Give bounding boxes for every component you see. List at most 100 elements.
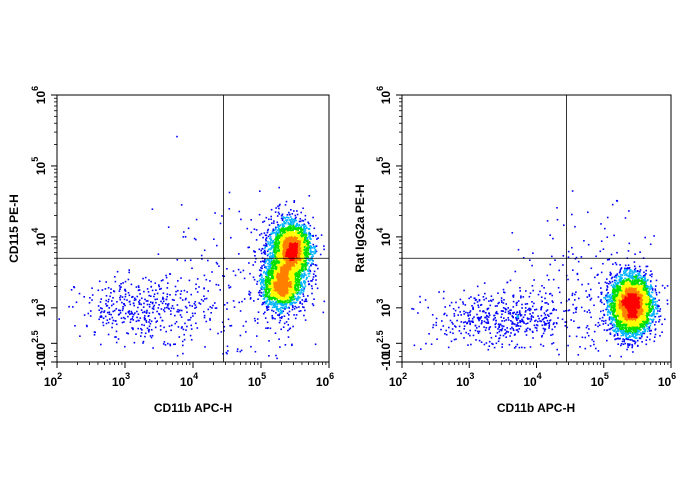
event-dot — [300, 268, 303, 270]
event-dot — [303, 227, 305, 229]
event-dot — [285, 303, 288, 305]
event-dot — [296, 275, 298, 277]
event-dot — [276, 303, 278, 305]
event-dot — [265, 327, 267, 329]
event-dot — [268, 267, 271, 270]
event-dot — [293, 201, 295, 203]
event-dot — [301, 263, 303, 266]
event-dot — [269, 273, 271, 275]
event-dot — [275, 271, 277, 273]
event-dot — [289, 296, 291, 298]
event-dot — [295, 228, 297, 230]
event-dot — [287, 264, 290, 267]
event-dot — [281, 236, 284, 238]
event-dot — [275, 269, 277, 271]
event-dot — [305, 255, 308, 258]
event-dot — [270, 208, 273, 211]
event-dot — [302, 228, 304, 230]
event-dot — [281, 232, 284, 235]
event-dot — [277, 310, 280, 312]
event-dot — [285, 279, 287, 282]
event-dot — [276, 294, 278, 297]
event-dot — [278, 204, 281, 207]
event-dot — [310, 234, 312, 237]
event-dot — [307, 253, 310, 256]
event-dot — [271, 281, 274, 283]
event-dot — [323, 248, 325, 251]
event-dot — [277, 205, 279, 208]
event-dot — [273, 281, 275, 284]
event-dot — [314, 283, 317, 285]
event-dot — [287, 239, 290, 241]
event-dot — [308, 231, 311, 234]
event-dot — [303, 270, 305, 272]
event-dot — [298, 278, 301, 281]
event-dot — [273, 262, 275, 264]
event-dot — [293, 260, 296, 263]
event-dot — [272, 293, 275, 295]
event-dot — [281, 241, 284, 243]
event-dot — [282, 292, 285, 295]
event-dot — [286, 232, 289, 235]
event-dot — [303, 314, 305, 317]
event-dot — [279, 273, 282, 275]
event-dot — [283, 294, 286, 296]
event-dot — [274, 271, 276, 273]
event-dot — [301, 232, 303, 235]
event-dot — [308, 222, 310, 225]
event-dot — [293, 241, 295, 243]
event-dot — [278, 261, 281, 264]
event-dot — [272, 246, 275, 248]
event-dot — [282, 263, 284, 265]
event-dot — [289, 246, 291, 248]
event-dot — [286, 258, 289, 261]
event-dot — [271, 255, 274, 257]
event-dot — [290, 245, 293, 248]
event-dot — [256, 283, 258, 285]
event-dot — [287, 293, 290, 296]
event-dot — [288, 252, 291, 254]
event-dot — [313, 270, 316, 273]
event-dots — [58, 135, 326, 360]
event-dot — [302, 276, 305, 279]
event-dot — [291, 227, 293, 230]
event-dot — [266, 287, 268, 289]
event-dot — [275, 288, 277, 291]
event-dot — [275, 236, 277, 238]
event-dot — [285, 273, 287, 275]
event-dot — [289, 220, 292, 223]
event-dot — [284, 266, 287, 268]
event-dot — [258, 291, 261, 294]
event-dot — [276, 297, 278, 300]
event-dot — [275, 312, 277, 314]
event-dot — [279, 281, 282, 283]
event-dot — [249, 272, 251, 275]
event-dot — [277, 274, 280, 276]
event-dot — [277, 288, 280, 290]
event-dot — [294, 225, 297, 228]
event-dot — [314, 343, 317, 346]
event-dot — [271, 290, 274, 293]
event-dot — [311, 260, 314, 262]
event-dot — [284, 246, 287, 249]
event-dot — [288, 301, 291, 303]
event-dot — [252, 276, 255, 279]
event-dot — [285, 241, 287, 243]
event-dot — [294, 297, 297, 300]
event-dot — [294, 246, 296, 248]
event-dot — [268, 295, 271, 297]
event-dot — [292, 266, 294, 268]
event-dot — [302, 255, 304, 258]
event-dot — [292, 247, 295, 250]
event-dot — [308, 272, 311, 275]
event-dot — [275, 240, 277, 243]
event-dot — [269, 257, 271, 259]
event-dot — [293, 218, 295, 221]
event-dot — [280, 229, 282, 232]
event-dot — [276, 308, 278, 311]
event-dot — [283, 217, 285, 219]
event-dot — [295, 262, 298, 265]
event-dot — [280, 303, 282, 305]
event-dot — [279, 319, 282, 322]
event-dot — [270, 260, 273, 263]
